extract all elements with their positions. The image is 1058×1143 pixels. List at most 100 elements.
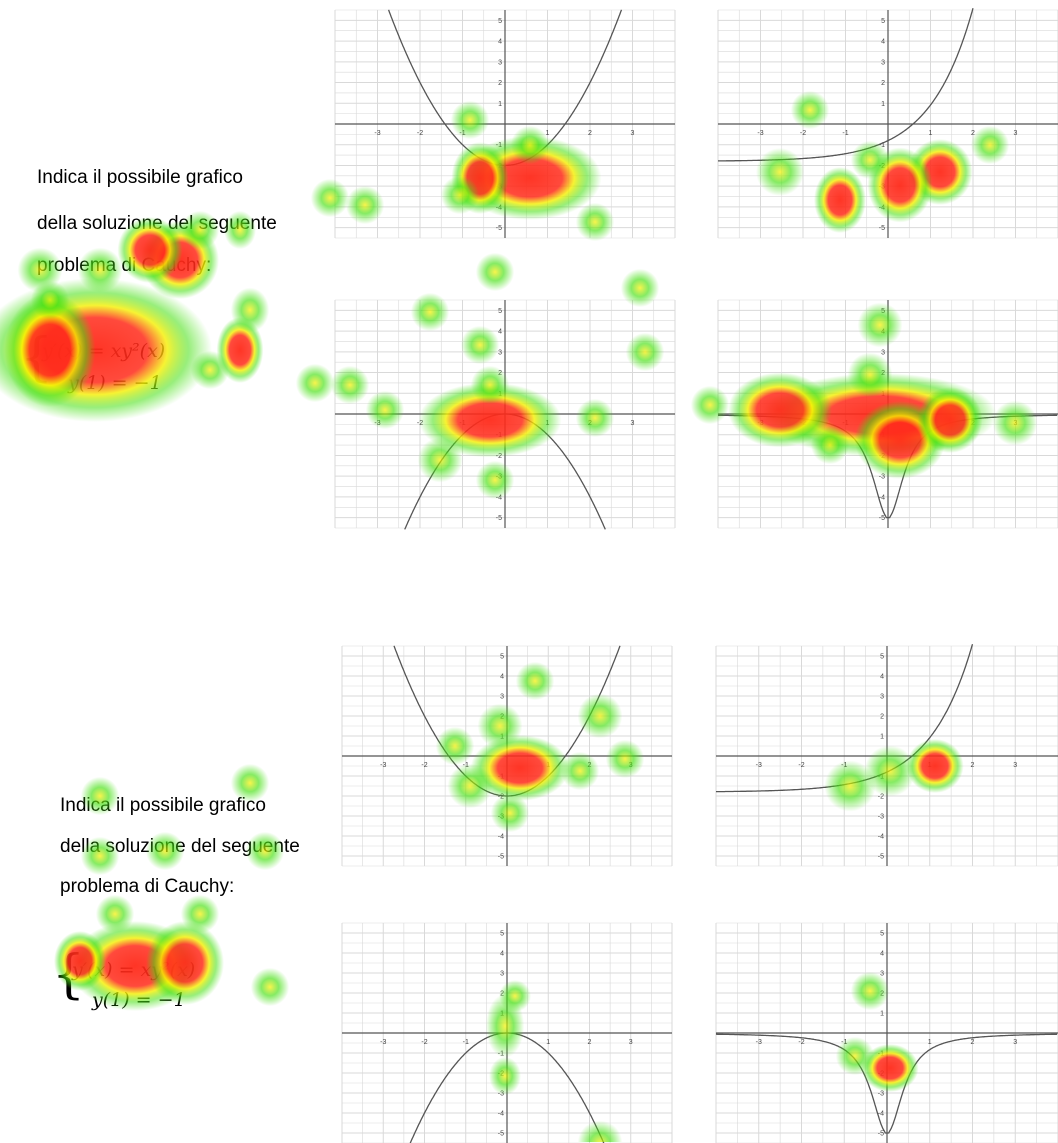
x-tick-label: -3 bbox=[757, 130, 763, 137]
y-tick-label: 2 bbox=[498, 370, 502, 377]
y-tick-label: -2 bbox=[496, 453, 502, 460]
solution-curve bbox=[716, 1033, 1058, 1134]
y-tick-label: 5 bbox=[500, 931, 504, 938]
x-tick-label: -3 bbox=[756, 762, 762, 769]
y-tick-label: 2 bbox=[881, 370, 885, 377]
y-tick-label: 1 bbox=[881, 101, 885, 108]
y-tick-label: 5 bbox=[881, 308, 885, 315]
x-tick-label: -2 bbox=[417, 130, 423, 137]
x-tick-label: -1 bbox=[459, 130, 465, 137]
x-tick-label: -2 bbox=[421, 762, 427, 769]
x-tick-label: 3 bbox=[1014, 130, 1018, 137]
x-tick-label: -2 bbox=[417, 420, 423, 427]
y-tick-label: -1 bbox=[498, 1051, 504, 1058]
x-tick-label: -2 bbox=[800, 130, 806, 137]
x-tick-label: 2 bbox=[588, 420, 592, 427]
y-tick-label: 1 bbox=[880, 1011, 884, 1018]
y-tick-label: 1 bbox=[881, 391, 885, 398]
question-line-3: problema di Cauchy: bbox=[37, 255, 212, 276]
y-tick-label: -2 bbox=[498, 1071, 504, 1078]
y-tick-label: 1 bbox=[880, 734, 884, 741]
y-tick-label: -4 bbox=[878, 834, 884, 841]
x-tick-label: -1 bbox=[842, 130, 848, 137]
y-tick-label: 5 bbox=[880, 931, 884, 938]
y-tick-label: 5 bbox=[500, 654, 504, 661]
y-tick-label: -4 bbox=[878, 1111, 884, 1118]
y-tick-label: 1 bbox=[498, 101, 502, 108]
y-tick-label: -1 bbox=[496, 432, 502, 439]
y-tick-label: 3 bbox=[500, 694, 504, 701]
y-tick-label: 5 bbox=[498, 308, 502, 315]
y-tick-label: 2 bbox=[880, 714, 884, 721]
x-tick-label: 1 bbox=[546, 1039, 550, 1046]
x-tick-label: 1 bbox=[929, 130, 933, 137]
equation-line-2: y(1) = −1 bbox=[92, 989, 186, 1011]
gaze-fixation-blob bbox=[230, 287, 270, 333]
equation-line-1: y′(x) = xy²(x) bbox=[42, 340, 166, 362]
gaze-fixation-blob bbox=[190, 350, 230, 390]
x-tick-label: 2 bbox=[971, 1039, 975, 1046]
y-tick-label: -4 bbox=[879, 204, 885, 211]
y-tick-label: 3 bbox=[498, 59, 502, 66]
y-tick-label: 4 bbox=[881, 39, 885, 46]
y-tick-label: 4 bbox=[498, 329, 502, 336]
graph-option-c[interactable]: -3 -2 -1 1 2 3 5 4 3 2 1 -1 -2 -3 -4 -5 bbox=[341, 922, 673, 1143]
y-tick-label: -1 bbox=[498, 774, 504, 781]
y-tick-label: -3 bbox=[498, 1091, 504, 1098]
y-tick-label: -5 bbox=[496, 225, 502, 232]
y-tick-label: 3 bbox=[500, 971, 504, 978]
y-tick-label: 3 bbox=[881, 59, 885, 66]
y-tick-label: -5 bbox=[878, 1131, 884, 1138]
question-line-1: Indica il possibile grafico bbox=[37, 167, 243, 188]
x-tick-label: 3 bbox=[631, 130, 635, 137]
question-line-2: della soluzione del seguente bbox=[60, 836, 300, 857]
y-tick-label: -2 bbox=[878, 1071, 884, 1078]
x-tick-label: -1 bbox=[842, 420, 848, 427]
y-tick-label: 3 bbox=[498, 349, 502, 356]
x-tick-label: -3 bbox=[380, 762, 386, 769]
x-tick-label: 1 bbox=[546, 420, 550, 427]
y-tick-label: -2 bbox=[879, 163, 885, 170]
x-tick-label: -3 bbox=[374, 130, 380, 137]
gaze-fixation-blob bbox=[95, 894, 135, 934]
y-tick-label: -2 bbox=[878, 794, 884, 801]
x-tick-label: 2 bbox=[971, 762, 975, 769]
graph-option-d[interactable]: -3 -2 -1 1 2 3 5 4 3 2 1 -1 -2 -3 -4 -5 bbox=[717, 299, 1058, 529]
gaze-fixation-blob bbox=[250, 967, 290, 1007]
x-tick-label: 1 bbox=[546, 130, 550, 137]
x-tick-label: -3 bbox=[756, 1039, 762, 1046]
x-tick-label: -2 bbox=[421, 1039, 427, 1046]
y-tick-label: 4 bbox=[500, 674, 504, 681]
x-tick-label: 3 bbox=[629, 762, 633, 769]
question-line-2: della soluzione del seguente bbox=[37, 213, 277, 234]
x-tick-label: -1 bbox=[841, 1039, 847, 1046]
y-tick-label: 2 bbox=[500, 991, 504, 998]
gaze-fixation-blob bbox=[30, 280, 70, 320]
x-tick-label: 1 bbox=[928, 762, 932, 769]
y-tick-label: 1 bbox=[500, 734, 504, 741]
y-tick-label: -4 bbox=[498, 1111, 504, 1118]
y-tick-label: -4 bbox=[879, 494, 885, 501]
y-tick-label: -1 bbox=[878, 1051, 884, 1058]
heatmap-panel-bottom: Indica il possibile grafico della soluzi… bbox=[0, 571, 1058, 1143]
y-tick-label: -5 bbox=[879, 515, 885, 522]
y-tick-label: -3 bbox=[878, 1091, 884, 1098]
equation-line-2: y(1) = −1 bbox=[68, 372, 162, 394]
y-tick-label: -3 bbox=[879, 184, 885, 191]
y-tick-label: -4 bbox=[498, 834, 504, 841]
x-tick-label: 2 bbox=[588, 762, 592, 769]
y-tick-label: 2 bbox=[880, 991, 884, 998]
graph-option-d[interactable]: -3 -2 -1 1 2 3 5 4 3 2 1 -1 -2 -3 -4 -5 bbox=[715, 922, 1058, 1143]
x-tick-label: 3 bbox=[631, 420, 635, 427]
x-tick-label: 1 bbox=[929, 420, 933, 427]
x-tick-label: -3 bbox=[374, 420, 380, 427]
y-tick-label: -3 bbox=[496, 184, 502, 191]
y-tick-label: -3 bbox=[496, 474, 502, 481]
y-tick-label: -5 bbox=[879, 225, 885, 232]
y-tick-label: -4 bbox=[496, 494, 502, 501]
graph-option-c[interactable]: -3 -2 -1 1 2 3 5 4 3 2 1 -1 -2 -3 -4 -5 bbox=[334, 299, 676, 530]
